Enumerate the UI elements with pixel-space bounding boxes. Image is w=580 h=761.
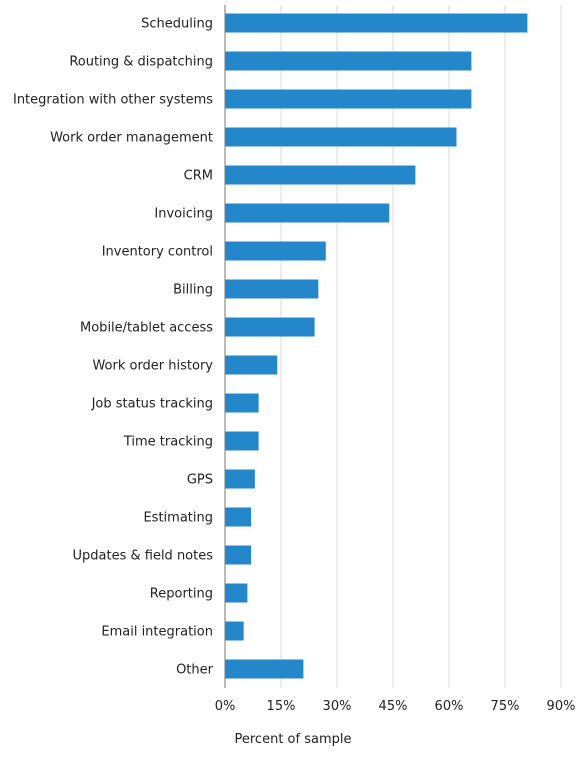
category-label: Email integration xyxy=(101,625,213,640)
category-label: Reporting xyxy=(150,587,213,602)
bar xyxy=(225,545,252,565)
category-label: Routing & dispatching xyxy=(69,55,213,70)
category-label: Job status tracking xyxy=(91,397,213,412)
bar xyxy=(225,317,315,337)
bar xyxy=(225,127,457,147)
category-label: GPS xyxy=(187,473,213,488)
category-label: Scheduling xyxy=(141,17,213,32)
x-tick-label: 90% xyxy=(547,699,576,714)
category-label: Mobile/tablet access xyxy=(80,321,213,336)
category-label: Estimating xyxy=(143,511,213,526)
bar xyxy=(225,89,472,109)
x-tick-labels: 0% 15% 30% 45% 60% 75% 90% xyxy=(215,699,576,714)
bar xyxy=(225,279,319,299)
category-label: Billing xyxy=(173,283,213,298)
bar xyxy=(225,241,326,261)
category-label: CRM xyxy=(184,169,213,184)
category-label: Work order management xyxy=(50,131,213,146)
x-tick-label: 30% xyxy=(323,699,352,714)
gridlines xyxy=(280,5,562,688)
bars xyxy=(225,13,528,679)
x-axis-title: Percent of sample xyxy=(235,732,352,747)
bar xyxy=(225,393,259,413)
bar xyxy=(225,659,304,679)
bar xyxy=(225,431,259,451)
bar xyxy=(225,469,255,489)
bar xyxy=(225,203,390,223)
bar xyxy=(225,165,416,185)
x-tick-label: 60% xyxy=(435,699,464,714)
category-label: Invoicing xyxy=(154,207,213,222)
bar xyxy=(225,507,252,527)
category-label: Time tracking xyxy=(123,435,213,450)
category-labels: Scheduling Routing & dispatching Integrati… xyxy=(13,17,214,678)
x-tick-label: 75% xyxy=(491,699,520,714)
bar xyxy=(225,583,248,603)
x-tick-label: 15% xyxy=(267,699,296,714)
category-label: Other xyxy=(176,663,214,678)
bar xyxy=(225,13,528,33)
category-label: Updates & field notes xyxy=(73,549,214,564)
bar xyxy=(225,621,244,641)
category-label: Work order history xyxy=(92,359,213,374)
category-label: Integration with other systems xyxy=(13,93,213,108)
bar xyxy=(225,355,278,375)
x-tick-label: 45% xyxy=(379,699,408,714)
x-tick-label: 0% xyxy=(215,699,236,714)
bar xyxy=(225,51,472,71)
category-label: Inventory control xyxy=(102,245,213,260)
